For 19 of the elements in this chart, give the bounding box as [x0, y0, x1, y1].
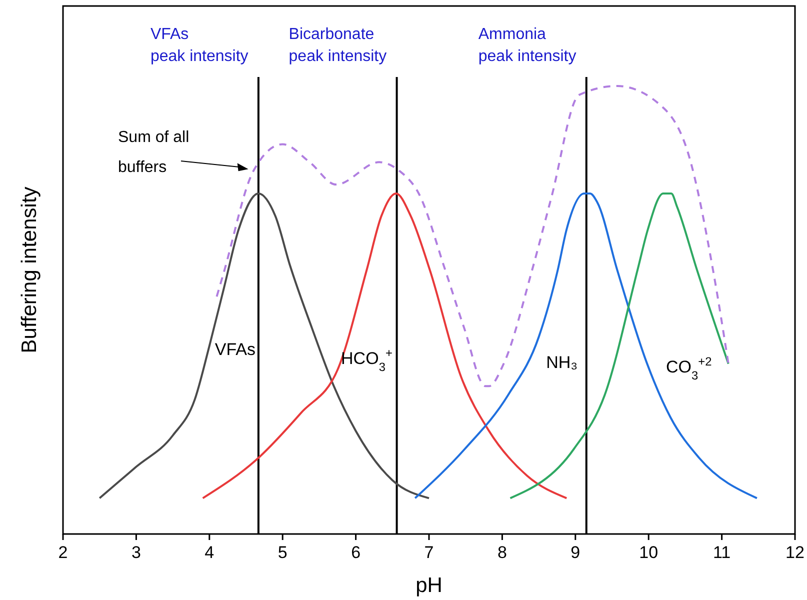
ref-line-label: Ammonia peak intensity — [478, 26, 576, 65]
x-tick-label: 6 — [351, 543, 361, 562]
x-tick-label: 5 — [278, 543, 288, 562]
series-label: NH₃ — [546, 353, 578, 372]
y-axis-title: Buffering intensity — [18, 186, 41, 354]
x-tick-label: 10 — [639, 543, 658, 562]
ref-line-label: VFAs peak intensity — [150, 26, 248, 65]
x-tick-label: 9 — [570, 543, 580, 562]
x-tick-label: 4 — [204, 543, 214, 562]
series-label: VFAs — [214, 340, 256, 359]
text: Sum of all buffers — [118, 129, 190, 176]
x-tick-label: 2 — [58, 543, 68, 562]
ref-line-label: Bicarbonate peak intensity — [288, 26, 387, 65]
x-axis-title: pH — [416, 574, 442, 597]
x-tick-label: 8 — [497, 543, 507, 562]
x-tick-label: 7 — [424, 543, 434, 562]
x-tick-label: 12 — [786, 543, 804, 562]
x-tick-label: 11 — [712, 543, 731, 562]
x-tick-label: 3 — [131, 543, 141, 562]
